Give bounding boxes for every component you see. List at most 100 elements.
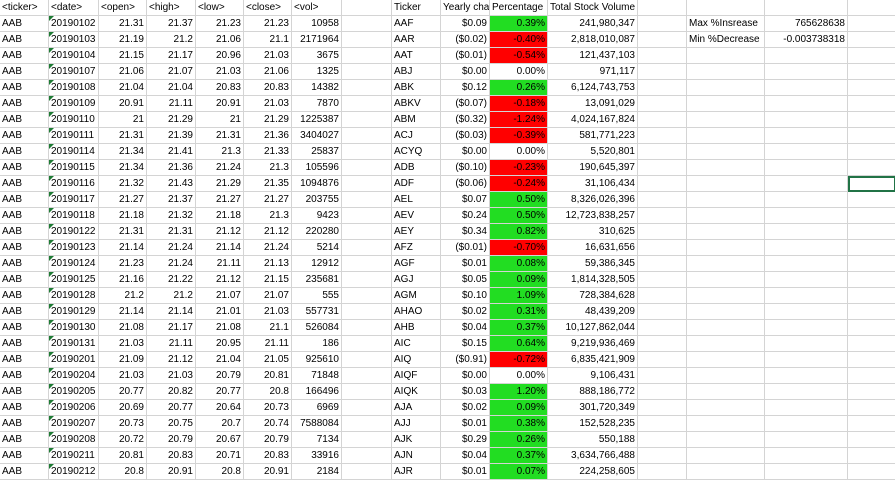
empty-cell[interactable] [687,128,765,144]
cell-low[interactable]: 20.96 [196,48,244,64]
max-increase-value[interactable]: 765628638 [765,16,848,32]
empty-cell[interactable] [342,96,392,112]
cell-yearly-change[interactable]: $0.04 [441,320,490,336]
cell-close[interactable]: 21.27 [244,192,292,208]
empty-cell[interactable] [638,464,687,480]
header-ticker[interactable]: <ticker> [0,0,49,16]
cell-ticker[interactable]: AAB [0,176,49,192]
cell-total-volume[interactable]: 16,631,656 [548,240,638,256]
cell-open[interactable]: 21.31 [99,128,147,144]
cell-close[interactable]: 21.3 [244,208,292,224]
cell-yearly-change[interactable]: $0.01 [441,416,490,432]
cell-total-volume[interactable]: 8,326,026,396 [548,192,638,208]
empty-cell[interactable] [687,304,765,320]
cell-high[interactable]: 21.24 [147,256,196,272]
cell-vol[interactable]: 3675 [292,48,342,64]
cell-low[interactable]: 21.3 [196,144,244,160]
empty-cell[interactable] [687,368,765,384]
cell-vol[interactable]: 12912 [292,256,342,272]
cell-percentage[interactable]: 0.50% [490,192,548,208]
empty-cell[interactable] [342,16,392,32]
cell-low[interactable]: 21.01 [196,304,244,320]
header-yearly-change[interactable]: Yearly cha [441,0,490,16]
cell-high[interactable]: 21.2 [147,288,196,304]
empty-cell[interactable] [687,336,765,352]
empty-cell[interactable] [687,240,765,256]
cell-percentage[interactable]: 1.09% [490,288,548,304]
cell-open[interactable]: 21.18 [99,208,147,224]
cell-date[interactable]: 20190212 [49,464,99,480]
cell-vol[interactable]: 235681 [292,272,342,288]
cell-high[interactable]: 21.39 [147,128,196,144]
empty-cell[interactable] [687,256,765,272]
cell-ticker[interactable]: AAB [0,288,49,304]
cell-low[interactable]: 20.71 [196,448,244,464]
cell-vol[interactable]: 555 [292,288,342,304]
cell-date[interactable]: 20190110 [49,112,99,128]
cell-open[interactable]: 21.03 [99,336,147,352]
empty-cell[interactable] [638,320,687,336]
cell-ticker[interactable]: AAB [0,320,49,336]
min-decrease-label[interactable]: Min %Decrease [687,32,765,48]
cell-vol[interactable]: 526084 [292,320,342,336]
cell-vol[interactable]: 25837 [292,144,342,160]
cell-close[interactable]: 20.83 [244,448,292,464]
min-decrease-value[interactable]: -0.003738318 [765,32,848,48]
cell-close[interactable]: 21.1 [244,320,292,336]
empty-cell[interactable] [765,384,848,400]
empty-cell[interactable] [638,176,687,192]
cell-open[interactable]: 21.31 [99,224,147,240]
cell-total-volume[interactable]: 48,439,209 [548,304,638,320]
cell-ticker[interactable]: AAB [0,112,49,128]
empty-cell[interactable] [342,240,392,256]
cell-yearly-change[interactable]: $0.00 [441,368,490,384]
empty-cell[interactable] [687,432,765,448]
cell-low[interactable]: 20.95 [196,336,244,352]
cell-total-volume[interactable]: 2,818,010,087 [548,32,638,48]
cell-date[interactable]: 20190129 [49,304,99,320]
cell-low[interactable]: 20.83 [196,80,244,96]
cell-ticker[interactable]: AAB [0,352,49,368]
empty-cell[interactable] [765,464,848,480]
cell-summary-ticker[interactable]: AEL [392,192,441,208]
cell-date[interactable]: 20190122 [49,224,99,240]
empty-cell[interactable] [848,320,895,336]
empty-cell[interactable] [638,112,687,128]
empty-cell[interactable] [765,448,848,464]
cell-total-volume[interactable]: 31,106,434 [548,176,638,192]
cell-percentage[interactable]: -0.54% [490,48,548,64]
cell-low[interactable]: 20.7 [196,416,244,432]
cell-low[interactable]: 21.14 [196,240,244,256]
empty-cell[interactable] [848,384,895,400]
cell-low[interactable]: 21.18 [196,208,244,224]
cell-yearly-change[interactable]: $0.00 [441,64,490,80]
empty-cell[interactable] [638,208,687,224]
empty-cell[interactable] [687,320,765,336]
empty-cell[interactable] [848,416,895,432]
cell-yearly-change[interactable]: $0.12 [441,80,490,96]
header-summary-ticker[interactable]: Ticker [392,0,441,16]
empty-cell[interactable] [342,400,392,416]
cell-total-volume[interactable]: 581,771,223 [548,128,638,144]
cell-summary-ticker[interactable]: AAR [392,32,441,48]
cell-total-volume[interactable]: 241,980,347 [548,16,638,32]
cell-vol[interactable]: 1225387 [292,112,342,128]
empty-cell[interactable] [848,400,895,416]
cell-summary-ticker[interactable]: AJR [392,464,441,480]
cell-vol[interactable]: 557731 [292,304,342,320]
cell-percentage[interactable]: 0.82% [490,224,548,240]
cell-high[interactable]: 21.36 [147,160,196,176]
cell-low[interactable]: 21.24 [196,160,244,176]
cell-open[interactable]: 21.23 [99,256,147,272]
empty-cell[interactable] [848,112,895,128]
cell-ticker[interactable]: AAB [0,336,49,352]
empty-cell[interactable] [765,80,848,96]
cell-high[interactable]: 20.79 [147,432,196,448]
cell-low[interactable]: 21.04 [196,352,244,368]
empty-cell[interactable] [638,448,687,464]
cell-low[interactable]: 21.07 [196,288,244,304]
cell-summary-ticker[interactable]: AAT [392,48,441,64]
empty-cell[interactable] [638,128,687,144]
empty-cell[interactable] [342,432,392,448]
cell-vol[interactable]: 33916 [292,448,342,464]
